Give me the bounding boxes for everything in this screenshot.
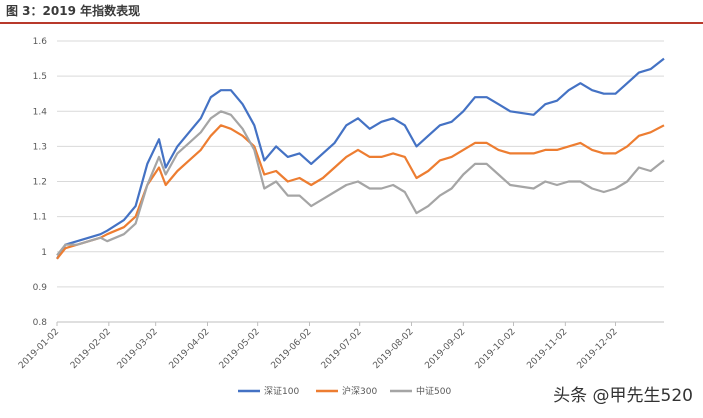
x-tick-label: 2019-04-02 bbox=[168, 327, 212, 371]
y-tick-label: 1.6 bbox=[33, 37, 48, 47]
y-tick-label: 0.8 bbox=[33, 318, 48, 328]
series-line-1 bbox=[56, 57, 665, 260]
x-tick-label: 2019-09-02 bbox=[423, 327, 467, 371]
y-tick-label: 1.1 bbox=[33, 213, 47, 223]
x-tick-label: 2019-11-02 bbox=[525, 327, 569, 371]
y-tick-label: 1.4 bbox=[33, 107, 48, 117]
x-axis-ticks: 2019-01-02 2019-02-02 2019-03-02 2019-04-02… bbox=[17, 322, 620, 371]
chart-title: 图 3：2019 年指数表现 bbox=[6, 4, 141, 18]
legend-label: 沪深300 bbox=[342, 385, 377, 397]
y-tick-label: 1.2 bbox=[33, 178, 47, 188]
watermark-text: 头条 @甲先生520 bbox=[553, 386, 693, 406]
x-tick-label: 2019-02-02 bbox=[69, 327, 113, 371]
series-lines bbox=[56, 57, 665, 260]
legend-label: 深证100 bbox=[264, 386, 299, 397]
legend: 深证100 沪深300 中证500 bbox=[238, 385, 451, 397]
y-tick-label: 0.9 bbox=[33, 283, 48, 293]
title-underline bbox=[0, 22, 703, 24]
x-tick-label: 2019-06-02 bbox=[270, 327, 314, 371]
x-tick-label: 2019-10-02 bbox=[474, 327, 518, 371]
x-tick-label: 2019-05-02 bbox=[218, 327, 262, 371]
y-tick-label: 1.5 bbox=[33, 72, 47, 82]
series-line-3 bbox=[56, 110, 665, 256]
y-tick-label: 1 bbox=[41, 248, 47, 258]
legend-label: 中证500 bbox=[416, 385, 451, 397]
x-tick-label: 2019-07-02 bbox=[320, 327, 364, 371]
y-tick-label: 1.3 bbox=[33, 142, 47, 152]
series-line-2 bbox=[56, 124, 665, 260]
x-tick-label: 2019-03-02 bbox=[116, 327, 160, 371]
x-tick-label: 2019-01-02 bbox=[17, 327, 61, 371]
grid-lines bbox=[57, 40, 664, 323]
x-tick-label: 2019-12-02 bbox=[576, 327, 620, 371]
y-axis-ticks: 0.8 0.9 1 1.1 1.2 1.3 1.4 1.5 1.6 bbox=[33, 37, 48, 328]
x-tick-label: 2019-08-02 bbox=[372, 327, 416, 371]
